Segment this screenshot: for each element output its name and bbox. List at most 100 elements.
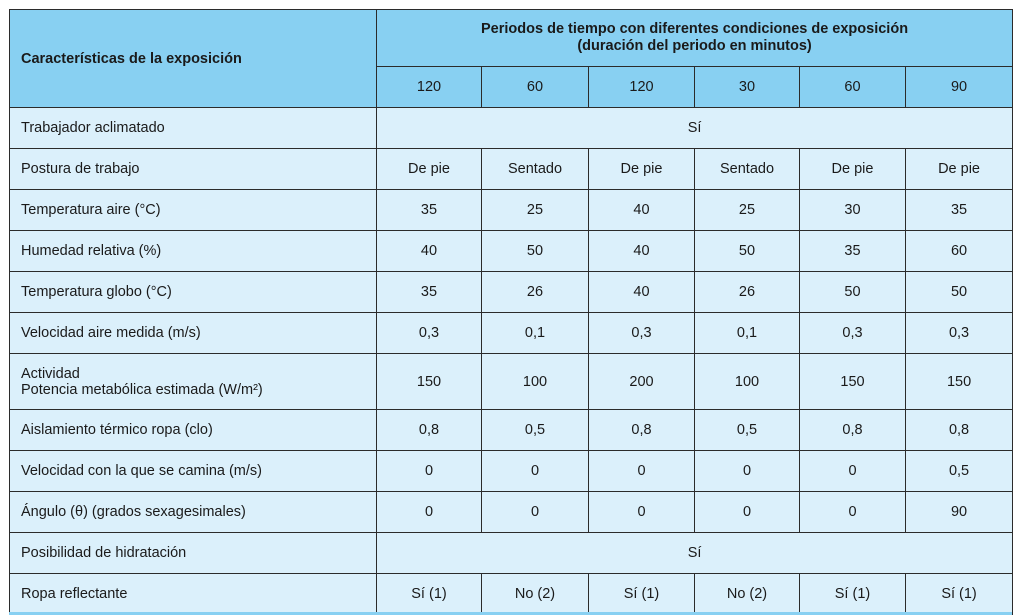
- table-cell: 90: [904, 491, 1014, 533]
- table-row: Velocidad con la que se camina (m/s) 0 0 0 0…: [9, 450, 1014, 492]
- row-label: Aislamiento térmico ropa (clo): [9, 409, 377, 451]
- table-cell: 0: [376, 450, 482, 492]
- table-cell: 0: [799, 450, 906, 492]
- exposure-table: Características de la exposición Periodo…: [9, 9, 1014, 615]
- row-label: Actividad Potencia metabólica estimada (W…: [9, 353, 377, 410]
- table-cell: Sí (1): [376, 573, 482, 615]
- table-cell: 0,1: [694, 312, 800, 354]
- table-cell: 0,3: [799, 312, 906, 354]
- periods-header: Periodos de tiempo con diferentes condic…: [375, 9, 1014, 67]
- table-cell: 50: [904, 271, 1014, 313]
- duration-header: 60: [799, 66, 906, 108]
- row-label-text: Postura de trabajo: [21, 161, 140, 177]
- row-label-text: Ángulo (θ) (grados sexagesimales): [21, 504, 246, 520]
- table-cell: 35: [799, 230, 906, 272]
- table-row: Actividad Potencia metabólica estimada (W…: [9, 353, 1014, 410]
- table-cell: 150: [799, 353, 906, 410]
- table-cell: 50: [481, 230, 589, 272]
- table-cell: 0: [481, 450, 589, 492]
- table-row: Ropa reflectante Sí (1) No (2) Sí (1) No (2)…: [9, 573, 1014, 615]
- table-cell: 35: [904, 189, 1014, 231]
- table-cell: 35: [376, 189, 482, 231]
- table-cell: 0,5: [481, 409, 589, 451]
- table-cell: 200: [588, 353, 695, 410]
- table-cell: 50: [799, 271, 906, 313]
- table-cell: Sí (1): [904, 573, 1014, 615]
- duration-header: 120: [588, 66, 695, 108]
- row-label-text: Velocidad aire medida (m/s): [21, 325, 201, 341]
- table-cell: 25: [694, 189, 800, 231]
- table-cell: 0,3: [376, 312, 482, 354]
- table-row: Temperatura globo (°C) 35 26 40 26 50 50: [9, 271, 1014, 313]
- table-cell: 0,3: [904, 312, 1014, 354]
- row-label-subtext: Potencia metabólica estimada (W/m²): [21, 381, 263, 398]
- table-cell: 35: [376, 271, 482, 313]
- merged-cell: Sí: [375, 532, 1014, 574]
- table-row: Postura de trabajo De pie Sentado De pie Sen…: [9, 148, 1014, 190]
- table-cell: 40: [588, 271, 695, 313]
- table-row: Humedad relativa (%) 40 50 40 50 35 60: [9, 230, 1014, 272]
- table-cell: 30: [799, 189, 906, 231]
- table-cell: 0,8: [904, 409, 1014, 451]
- table-cell: 26: [694, 271, 800, 313]
- table-cell: De pie: [799, 148, 906, 190]
- table-cell: 0: [376, 491, 482, 533]
- table-row: Posibilidad de hidratación Sí: [9, 532, 1014, 574]
- table-row: Trabajador aclimatado Sí: [9, 107, 1014, 149]
- row-label-text: Ropa reflectante: [21, 586, 128, 602]
- row-label-text: Humedad relativa (%): [21, 243, 162, 259]
- table-row: Aislamiento térmico ropa (clo) 0,8 0,5 0,8 0…: [9, 409, 1014, 451]
- table-cell: De pie: [588, 148, 695, 190]
- table-cell: 150: [904, 353, 1014, 410]
- duration-header: 30: [694, 66, 800, 108]
- row-label-text: Aislamiento térmico ropa (clo): [21, 422, 213, 438]
- table-cell: Sentado: [694, 148, 800, 190]
- row-label: Temperatura aire (°C): [9, 189, 377, 231]
- table-cell: 26: [481, 271, 589, 313]
- table-cell: 0,8: [376, 409, 482, 451]
- row-label: Postura de trabajo: [9, 148, 377, 190]
- table-cell: Sí (1): [588, 573, 695, 615]
- table-cell: 0,5: [694, 409, 800, 451]
- table-cell: No (2): [481, 573, 589, 615]
- row-label-text: Velocidad con la que se camina (m/s): [21, 463, 262, 479]
- table-cell: No (2): [694, 573, 800, 615]
- table-cell: 50: [694, 230, 800, 272]
- table-cell: Sentado: [481, 148, 589, 190]
- row-label-text: Posibilidad de hidratación: [21, 545, 187, 561]
- table-cell: 0,8: [588, 409, 695, 451]
- table-cell: 150: [376, 353, 482, 410]
- table-cell: 0: [481, 491, 589, 533]
- table-cell: 40: [588, 189, 695, 231]
- table-cell: De pie: [904, 148, 1014, 190]
- table-row: Ángulo (θ) (grados sexagesimales) 0 0 0 0 0 90: [9, 491, 1014, 533]
- table-cell: 0: [694, 450, 800, 492]
- table-cell: De pie: [376, 148, 482, 190]
- table-cell: 0: [588, 491, 695, 533]
- duration-header: 90: [904, 66, 1014, 108]
- row-label: Velocidad con la que se camina (m/s): [9, 450, 377, 492]
- table-cell: 60: [904, 230, 1014, 272]
- table-cell: 0,1: [481, 312, 589, 354]
- table-cell: 0,3: [588, 312, 695, 354]
- table-cell: 0,5: [904, 450, 1014, 492]
- row-label: Trabajador aclimatado: [9, 107, 377, 149]
- merged-cell: Sí: [375, 107, 1014, 149]
- table-cell: 100: [694, 353, 800, 410]
- table-cell: Sí (1): [799, 573, 906, 615]
- table-cell: 40: [376, 230, 482, 272]
- periods-subtitle: (duración del periodo en minutos): [577, 38, 812, 54]
- row-label: Velocidad aire medida (m/s): [9, 312, 377, 354]
- row-label: Humedad relativa (%): [9, 230, 377, 272]
- periods-title: Periodos de tiempo con diferentes condic…: [481, 21, 909, 37]
- table-cell: 0: [588, 450, 695, 492]
- table-cell: 0,8: [799, 409, 906, 451]
- table-cell: 25: [481, 189, 589, 231]
- duration-header: 120: [376, 66, 482, 108]
- table-row: Velocidad aire medida (m/s) 0,3 0,1 0,3 0,1 0…: [9, 312, 1014, 354]
- table-cell: 100: [481, 353, 589, 410]
- row-label: Posibilidad de hidratación: [9, 532, 377, 574]
- row-label: Ropa reflectante: [9, 573, 377, 615]
- row-label: Ángulo (θ) (grados sexagesimales): [9, 491, 377, 533]
- characteristics-header: Características de la exposición: [9, 9, 377, 108]
